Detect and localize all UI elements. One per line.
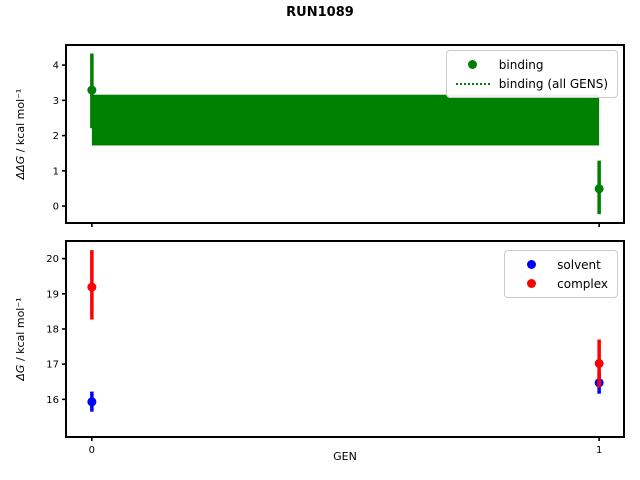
x-tick-label: 0 <box>89 445 95 456</box>
x-tick-label: 1 <box>596 445 602 456</box>
legend-label: binding (all GENS) <box>498 76 608 91</box>
legend-dot-icon <box>456 60 490 69</box>
top-y-axis-label-units: / kcal mol⁻¹ <box>14 88 27 156</box>
legend-label: complex <box>557 276 608 291</box>
legend-item-complex: complex <box>514 274 608 293</box>
legend-label: binding <box>498 57 544 72</box>
bottom-legend: solvent complex <box>504 250 618 298</box>
data-point-binding-gen1 <box>594 184 604 194</box>
legend-label: solvent <box>557 257 601 272</box>
y-tick-label: 16 <box>46 395 59 406</box>
data-point-complex-gen0 <box>87 282 97 292</box>
axes-frame-0 <box>65 44 625 224</box>
top-y-axis-label-symbol: ΔΔG <box>14 155 27 180</box>
legend-dot-icon <box>514 279 548 288</box>
legend-item-solvent: solvent <box>514 255 608 274</box>
figure-title: RUN1089 <box>286 5 354 20</box>
y-tick-label: 20 <box>46 254 59 265</box>
bottom-y-axis-label: ΔG / kcal mol⁻¹ <box>14 241 28 437</box>
dotted-line-icon <box>455 82 490 85</box>
data-point-solvent-gen0 <box>87 397 97 407</box>
legend-dotted-line-icon <box>455 82 490 85</box>
data-point-binding-gen0 <box>87 85 97 95</box>
x-axis-label: GEN <box>333 450 357 463</box>
axes-frame-1 <box>65 240 625 438</box>
y-tick-label: 18 <box>46 324 59 335</box>
dot-marker-icon <box>526 279 536 288</box>
y-tick-label: 2 <box>53 131 59 142</box>
dot-marker-icon <box>468 60 478 69</box>
data-point-complex-gen1 <box>594 358 604 368</box>
dot-marker-icon <box>526 260 536 269</box>
y-tick-label: 1 <box>53 166 59 177</box>
legend-item-binding-all-gens: binding (all GENS) <box>455 74 608 93</box>
y-tick-label: 17 <box>46 360 59 371</box>
y-tick-label: 4 <box>53 61 59 72</box>
y-tick-label: 3 <box>53 96 59 107</box>
bottom-y-axis-label-symbol: ΔG <box>14 364 27 381</box>
bottom-y-axis-label-units: / kcal mol⁻¹ <box>14 297 27 365</box>
top-legend: binding binding (all GENS) <box>445 50 618 98</box>
y-tick-label: 0 <box>53 202 59 213</box>
legend-item-binding: binding <box>456 55 608 74</box>
top-y-axis-label: ΔΔG / kcal mol⁻¹ <box>14 45 28 223</box>
y-tick-label: 19 <box>46 289 59 300</box>
legend-dot-icon <box>514 260 548 269</box>
